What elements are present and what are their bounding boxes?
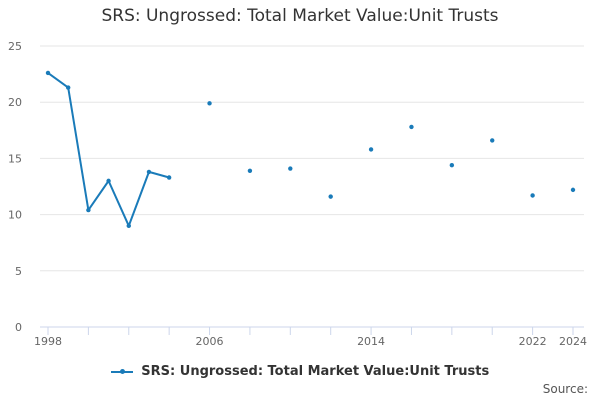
- x-tick-label: 2024: [559, 335, 587, 348]
- data-point: [368, 147, 374, 152]
- series: [45, 70, 576, 229]
- y-tick-label: 20: [8, 96, 22, 109]
- series-line: [47, 72, 170, 227]
- y-axis: 0 5 10 15 20 25: [8, 40, 22, 334]
- data-point: [45, 70, 51, 76]
- x-tick-label: 2022: [519, 335, 547, 348]
- data-point: [288, 166, 293, 171]
- y-tick-label: 10: [8, 209, 22, 222]
- data-point: [166, 175, 172, 180]
- data-point: [106, 178, 111, 184]
- data-point: [449, 162, 455, 168]
- y-tick-label: 5: [15, 265, 22, 278]
- data-point: [86, 207, 91, 213]
- data-point: [126, 223, 131, 229]
- data-point: [146, 169, 152, 175]
- source-label: Source:: [542, 382, 588, 396]
- chart-title: SRS: Ungrossed: Total Market Value:Unit …: [101, 6, 499, 26]
- legend-swatch: [110, 367, 133, 377]
- legend[interactable]: SRS: Ungrossed: Total Market Value:Unit …: [0, 364, 600, 379]
- data-point: [409, 124, 414, 130]
- data-point: [328, 194, 333, 199]
- x-tick-label: 1998: [34, 335, 62, 348]
- data-point: [247, 168, 253, 173]
- y-tick-label: 25: [8, 40, 22, 53]
- x-tick-label: 2006: [196, 335, 224, 348]
- y-tick-label: 0: [15, 321, 22, 334]
- data-point: [570, 187, 576, 193]
- data-point: [530, 193, 535, 198]
- gridlines: [40, 45, 584, 272]
- x-axis: 1998 2006 2014 2022 2024: [34, 326, 587, 348]
- y-tick-label: 15: [8, 152, 22, 165]
- data-point: [490, 138, 495, 143]
- data-point: [207, 101, 212, 106]
- legend-label: SRS: Ungrossed: Total Market Value:Unit …: [141, 364, 490, 379]
- data-point: [65, 85, 71, 90]
- x-tick-label: 2014: [357, 335, 385, 348]
